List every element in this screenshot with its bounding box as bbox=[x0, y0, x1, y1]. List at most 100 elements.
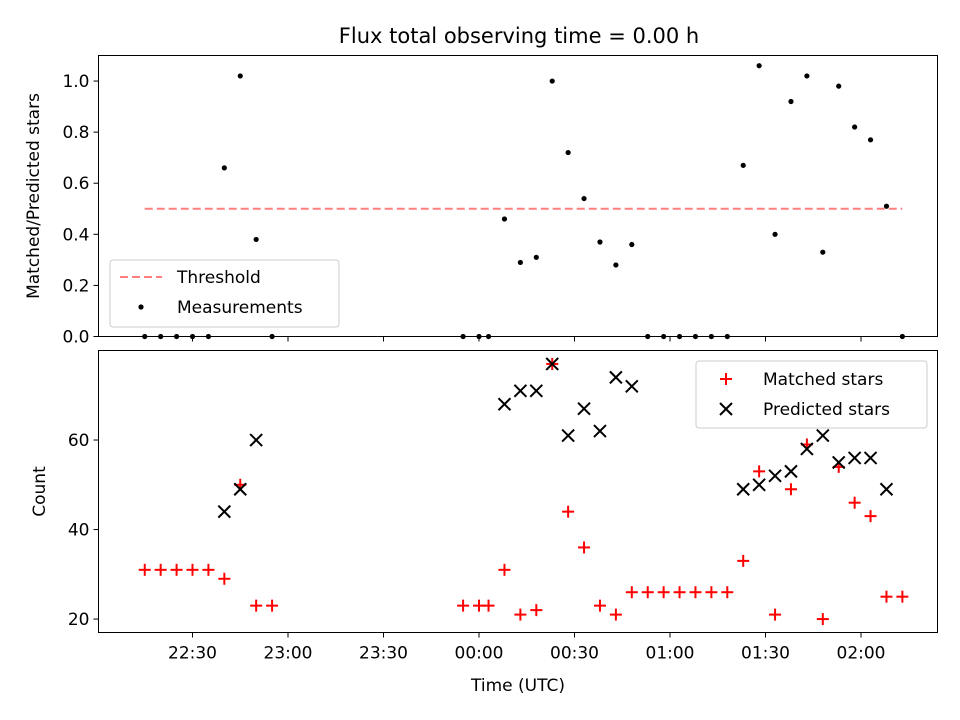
matched-point bbox=[625, 586, 638, 599]
measurement-point bbox=[221, 165, 227, 171]
measurement-point bbox=[804, 73, 810, 79]
matched-point bbox=[498, 563, 511, 576]
predicted-point bbox=[545, 357, 559, 371]
predicted-point bbox=[847, 451, 862, 465]
matched-point bbox=[705, 586, 718, 599]
y-tick-label: 60 bbox=[68, 431, 90, 451]
chart-title: Flux total observing time = 0.00 h bbox=[339, 24, 699, 48]
cross-b bbox=[233, 482, 247, 496]
matched-point bbox=[202, 563, 215, 576]
x-tick-label: 01:30 bbox=[741, 644, 790, 664]
cross-b bbox=[736, 482, 750, 496]
cross-b bbox=[513, 384, 528, 398]
matched-point bbox=[482, 599, 495, 612]
matched-point bbox=[186, 563, 199, 576]
predicted-point bbox=[625, 379, 639, 394]
predicted-point bbox=[609, 370, 623, 385]
cross-b bbox=[768, 469, 782, 483]
matched-point bbox=[769, 608, 782, 621]
matched-point bbox=[170, 563, 183, 576]
cross-b bbox=[497, 397, 512, 411]
predicted-point bbox=[217, 504, 232, 519]
y-tick-label: 0.8 bbox=[62, 123, 89, 143]
measurement-point bbox=[517, 259, 523, 266]
measurement-point bbox=[581, 195, 587, 202]
measurement-point bbox=[756, 63, 762, 69]
legend-predicted-swatch bbox=[719, 402, 733, 416]
cross-b bbox=[577, 401, 591, 416]
matched-point bbox=[609, 608, 622, 621]
measurement-point bbox=[597, 239, 603, 245]
matched-point bbox=[593, 599, 606, 612]
predicted-point bbox=[561, 428, 575, 443]
matched-point bbox=[784, 483, 797, 496]
legend-predicted-label: Predicted stars bbox=[763, 400, 890, 420]
count-plot: 20 40 60 22:30 23:00 23:30 00:00 00:30 01:00 01:3… bbox=[30, 350, 938, 696]
measurement-point bbox=[253, 236, 259, 243]
predicted-point bbox=[577, 401, 591, 416]
matched-point bbox=[880, 590, 893, 603]
bottom-legend: Matched stars Predicted stars bbox=[695, 360, 928, 429]
matched-point bbox=[657, 586, 670, 599]
measurement-point bbox=[836, 83, 842, 89]
cross-b bbox=[625, 379, 639, 394]
legend-measurement-swatch bbox=[138, 304, 144, 310]
matched-point bbox=[562, 505, 575, 518]
cross-b bbox=[719, 402, 733, 416]
y-tick-label: 1.0 bbox=[62, 72, 89, 92]
cross-b bbox=[217, 504, 232, 519]
measurement-point bbox=[501, 216, 508, 222]
measurement-point bbox=[883, 203, 890, 209]
measurement-point bbox=[740, 162, 746, 168]
cross-b bbox=[800, 442, 814, 456]
x-tick-label: 22:30 bbox=[168, 644, 217, 664]
matched-point bbox=[848, 496, 861, 509]
bottom-axes-frame bbox=[98, 350, 938, 633]
matched-point bbox=[457, 599, 470, 612]
y-axis-label: Matched/Predicted stars bbox=[24, 93, 44, 299]
y-tick-label: 0.4 bbox=[62, 225, 89, 245]
top-legend: Threshold Measurements bbox=[109, 259, 340, 328]
legend-matched-label: Matched stars bbox=[763, 370, 883, 390]
legend-frame bbox=[109, 259, 340, 328]
matched-point bbox=[896, 590, 909, 603]
measurement-point bbox=[788, 98, 794, 105]
predicted-point bbox=[768, 469, 782, 483]
legend-measurement-label: Measurements bbox=[177, 298, 303, 318]
y-axis-label: Count bbox=[30, 466, 50, 517]
predicted-point bbox=[513, 384, 528, 398]
matched-point bbox=[154, 563, 167, 576]
x-tick-label: 23:30 bbox=[359, 644, 408, 664]
predicted-point bbox=[249, 433, 263, 447]
measurement-point bbox=[820, 249, 826, 255]
measurement-point bbox=[867, 137, 874, 143]
x-tick-label: 01:00 bbox=[646, 644, 695, 664]
x-tick-label: 00:00 bbox=[455, 644, 504, 664]
cross-b bbox=[863, 451, 878, 465]
measurement-point bbox=[772, 231, 778, 237]
predicted-point bbox=[832, 455, 846, 470]
matched-point bbox=[641, 586, 654, 599]
ratio-plot: 0.0 0.2 0.4 0.6 0.8 1.0 Matched/Predicted star… bbox=[24, 55, 938, 348]
legend-threshold-label: Threshold bbox=[176, 268, 261, 288]
cross-b bbox=[609, 370, 623, 385]
x-axis-label: Time (UTC) bbox=[470, 676, 565, 696]
cross-b bbox=[249, 433, 263, 447]
matched-point bbox=[138, 563, 151, 576]
predicted-point bbox=[879, 482, 894, 496]
top-axes-frame bbox=[98, 55, 938, 337]
measurement-point bbox=[629, 241, 635, 248]
legend-frame bbox=[695, 360, 928, 429]
measurement-point bbox=[613, 262, 619, 268]
predicted-point bbox=[736, 482, 750, 496]
y-tick-label: 0.0 bbox=[62, 328, 89, 348]
matched-point bbox=[578, 541, 591, 554]
cross-b bbox=[832, 455, 846, 470]
cross-b bbox=[879, 482, 894, 496]
matched-point bbox=[753, 465, 766, 478]
matched-point bbox=[689, 586, 702, 599]
predicted-point bbox=[497, 397, 512, 411]
cross-b bbox=[816, 428, 830, 443]
legend-matched-swatch bbox=[720, 373, 732, 385]
